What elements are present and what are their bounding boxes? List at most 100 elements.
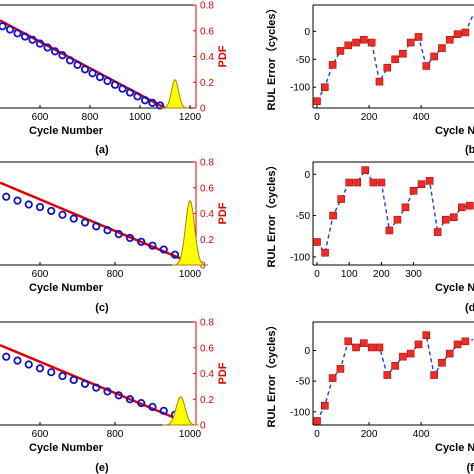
error-point-f [453, 340, 462, 349]
y-tick-label-f: -100 [290, 407, 310, 418]
observed-point-c [24, 200, 33, 209]
observed-point-a [28, 35, 37, 44]
error-point-d [433, 228, 442, 236]
error-point-f [461, 337, 470, 346]
observed-point-e [148, 402, 157, 412]
observed-point-a [88, 69, 97, 78]
error-point-f [422, 331, 431, 339]
pdf-tick-label-c: 0.8 [200, 158, 214, 169]
observed-point-a [58, 51, 67, 60]
error-point-f [445, 349, 454, 358]
observed-point-e [58, 371, 67, 381]
observed-point-e [13, 356, 22, 365]
observed-point-c [69, 214, 78, 223]
x-tick-label-d: 300 [405, 269, 422, 280]
error-point-f [438, 358, 446, 367]
error-point-b [383, 63, 392, 72]
error-point-b [391, 55, 399, 64]
error-point-d [353, 178, 362, 187]
pdf-axis-label-a: PDF [217, 45, 229, 67]
observed-point-c [13, 196, 22, 205]
x-tick-label-e: 800 [107, 429, 124, 440]
pdf-tick-label-e: 0.2 [200, 395, 214, 406]
pdf-curve-e [162, 396, 199, 426]
pdf-tick-label-e: 0.4 [200, 369, 214, 380]
y-axis-label-f: RUL Error（cycles） [265, 319, 278, 427]
x-tick-label-e: 600 [32, 429, 49, 440]
observed-point-e [137, 399, 146, 408]
error-point-d [417, 180, 426, 188]
error-point-f [344, 337, 353, 346]
observed-point-a [35, 39, 45, 48]
panel-label-c: (c) [95, 302, 109, 314]
error-point-d [369, 178, 378, 187]
error-point-d [337, 195, 345, 203]
error-point-d [377, 178, 386, 187]
x-tick-label-b: 400 [413, 112, 430, 123]
x-axis-label-f: Cycle Number [435, 442, 474, 454]
error-point-f [367, 343, 376, 352]
observed-point-e [114, 391, 123, 400]
error-point-b [352, 38, 360, 47]
pdf-curve-a [161, 79, 189, 109]
error-point-b [321, 83, 329, 92]
observed-point-c [137, 237, 146, 246]
error-point-b [430, 52, 438, 61]
observed-point-a [103, 76, 112, 86]
error-point-d [441, 215, 450, 224]
x-tick-label-c: 800 [107, 269, 124, 280]
error-point-f [352, 343, 360, 352]
error-point-f [383, 371, 392, 379]
error-point-b [336, 47, 345, 55]
error-point-d [393, 215, 402, 224]
x-axis-label-d: Cycle Number [435, 282, 474, 294]
pdf-tick-label-a: 0.4 [200, 52, 214, 63]
error-point-f [430, 371, 438, 379]
x-tick-label-e: 1000 [179, 429, 202, 440]
pdf-tick-label-c: 0.4 [200, 209, 214, 220]
error-point-f [414, 340, 423, 349]
error-point-f [321, 401, 329, 410]
pdf-axis-label-c: PDF [217, 202, 229, 224]
x-axis-label-a: Cycle Number [29, 125, 104, 137]
panel-label-b: (b) [465, 144, 474, 156]
observed-point-a [148, 98, 157, 107]
error-point-b [313, 97, 321, 106]
y-axis-label-b: RUL Error（cycles） [265, 2, 278, 110]
observed-point-c [148, 241, 157, 250]
error-point-d [409, 186, 418, 195]
y-tick-label-f: -50 [296, 377, 311, 388]
pdf-tick-label-a: 0.8 [200, 1, 214, 12]
observed-point-a [95, 73, 105, 82]
error-point-d [466, 201, 474, 210]
panel-label-d: (d) [465, 302, 474, 314]
observed-point-a [80, 65, 90, 74]
error-point-d [361, 166, 370, 174]
x-axis-label-c: Cycle Number [29, 282, 104, 294]
error-point-f [336, 365, 345, 373]
pdf-tick-label-e: 0.8 [200, 318, 214, 329]
x-tick-label-a: 800 [82, 112, 99, 123]
error-point-b [414, 33, 423, 41]
observed-point-a [133, 92, 142, 101]
observed-point-e [159, 406, 168, 415]
x-tick-label-a: 600 [32, 112, 49, 123]
pdf-tick-label-c: 0.2 [200, 235, 214, 246]
error-line-d [316, 168, 471, 255]
observed-point-e [35, 364, 45, 373]
error-point-f [360, 339, 368, 347]
y-tick-label-b: 0 [304, 27, 310, 38]
error-point-b [328, 61, 337, 69]
pdf-tick-label-a: 0.6 [200, 26, 214, 37]
error-point-b [453, 30, 462, 38]
x-tick-label-a: 1200 [179, 112, 202, 123]
error-point-d [321, 248, 329, 257]
pdf-axis-label-e: PDF [217, 362, 229, 384]
error-point-b [438, 44, 446, 52]
x-tick-label-f: 0 [314, 429, 320, 440]
observed-point-c [103, 226, 112, 235]
x-axis-label-b: Cycle Number [435, 125, 474, 137]
observed-point-c [35, 202, 45, 212]
error-point-b [406, 38, 415, 47]
error-point-d [425, 177, 434, 185]
